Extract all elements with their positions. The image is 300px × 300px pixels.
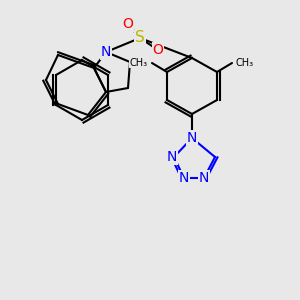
Text: N: N xyxy=(187,131,197,145)
Text: S: S xyxy=(135,31,145,46)
Text: CH₃: CH₃ xyxy=(236,58,254,68)
Text: N: N xyxy=(179,171,189,185)
Text: N: N xyxy=(101,45,111,59)
Text: O: O xyxy=(123,17,134,31)
Text: O: O xyxy=(153,43,164,57)
Text: CH₃: CH₃ xyxy=(130,58,148,68)
Text: N: N xyxy=(199,171,209,185)
Text: N: N xyxy=(167,150,177,164)
